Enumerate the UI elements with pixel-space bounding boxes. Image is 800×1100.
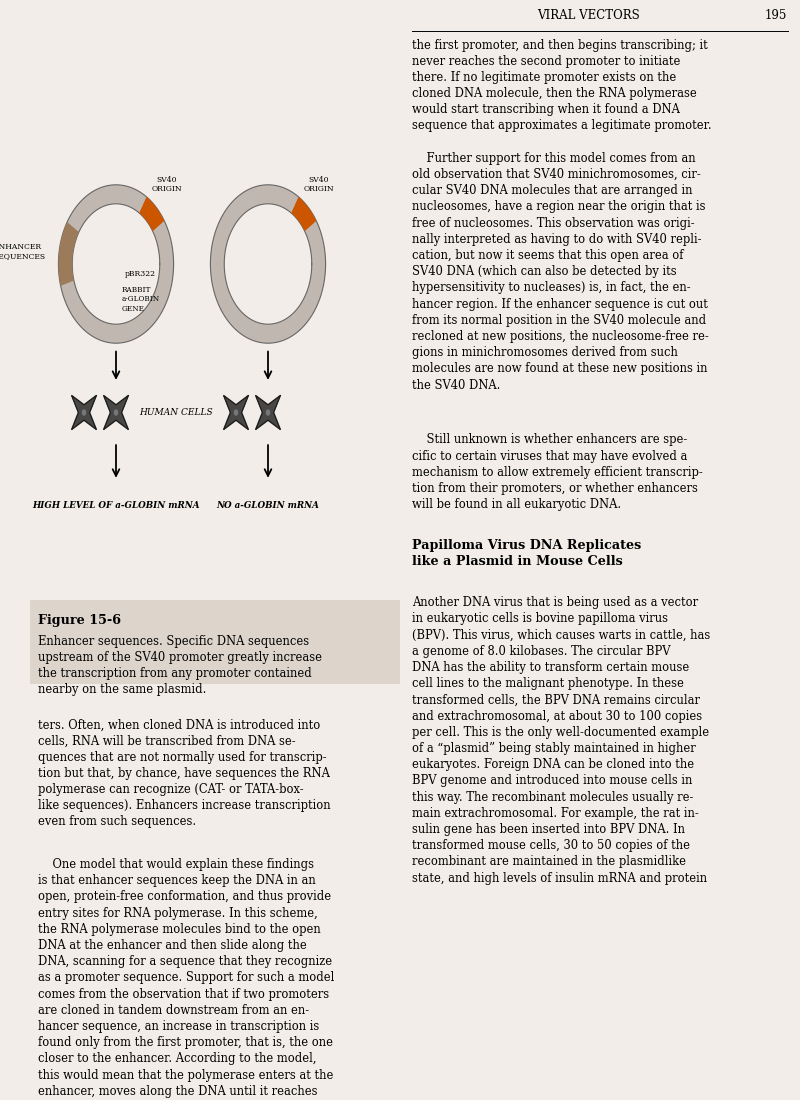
Polygon shape (71, 395, 97, 430)
Text: the first promoter, and then begins transcribing; it
never reaches the second pr: the first promoter, and then begins tran… (412, 39, 712, 132)
Polygon shape (103, 395, 129, 430)
Text: ENHANCER
SEQUENCES: ENHANCER SEQUENCES (0, 242, 46, 260)
Text: 195: 195 (765, 9, 787, 22)
Text: NO a-GLOBIN mRNA: NO a-GLOBIN mRNA (217, 500, 319, 509)
Ellipse shape (114, 409, 118, 416)
FancyBboxPatch shape (30, 600, 400, 684)
Text: HUMAN CELLS: HUMAN CELLS (139, 408, 213, 417)
Text: Enhancer sequences. Specific DNA sequences
upstream of the SV40 promoter greatly: Enhancer sequences. Specific DNA sequenc… (38, 635, 322, 696)
Polygon shape (255, 395, 281, 430)
Text: One model that would explain these findings
is that enhancer sequences keep the : One model that would explain these findi… (38, 858, 334, 1098)
Polygon shape (139, 197, 164, 231)
Text: SV40
ORIGIN: SV40 ORIGIN (303, 176, 334, 194)
Text: Papilloma Virus DNA Replicates
like a Plasmid in Mouse Cells: Papilloma Virus DNA Replicates like a Pl… (412, 539, 642, 569)
Ellipse shape (82, 409, 86, 416)
Text: HIGH LEVEL OF a-GLOBIN mRNA: HIGH LEVEL OF a-GLOBIN mRNA (32, 500, 200, 509)
Text: RABBIT
a-GLOBIN
GENE: RABBIT a-GLOBIN GENE (122, 286, 160, 312)
Polygon shape (223, 395, 249, 430)
Ellipse shape (266, 409, 270, 416)
Text: Still unknown is whether enhancers are spe-
cific to certain viruses that may ha: Still unknown is whether enhancers are s… (412, 433, 702, 512)
Ellipse shape (234, 409, 238, 416)
Text: pBR322: pBR322 (125, 271, 156, 278)
Text: ters. Often, when cloned DNA is introduced into
cells, RNA will be transcribed f: ters. Often, when cloned DNA is introduc… (38, 718, 331, 828)
Polygon shape (291, 197, 316, 231)
Polygon shape (58, 185, 174, 343)
Text: Further support for this model comes from an
old observation that SV40 minichrom: Further support for this model comes fro… (412, 152, 709, 392)
Text: VIRAL VECTORS: VIRAL VECTORS (537, 9, 639, 22)
Text: Figure 15-6: Figure 15-6 (38, 614, 122, 627)
Text: Another DNA virus that is being used as a vector
in eukaryotic cells is bovine p: Another DNA virus that is being used as … (412, 596, 710, 884)
Polygon shape (58, 222, 79, 286)
Polygon shape (210, 185, 326, 343)
Text: SV40
ORIGIN: SV40 ORIGIN (151, 176, 182, 194)
